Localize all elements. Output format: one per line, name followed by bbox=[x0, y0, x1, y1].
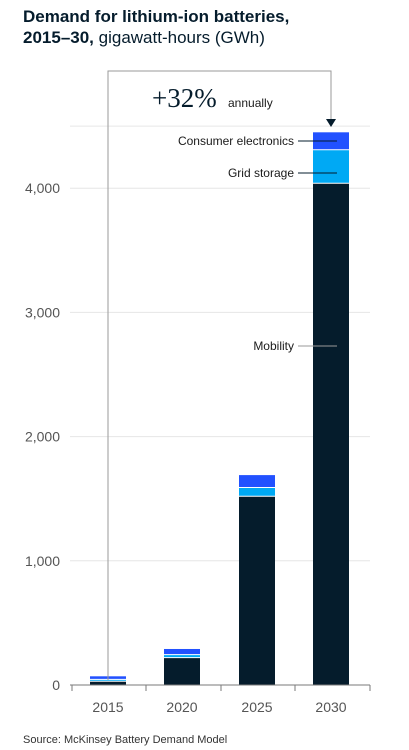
y-tick-label: 1,000 bbox=[25, 553, 60, 569]
x-tick-label: 2020 bbox=[166, 699, 197, 715]
growth-annotation: +32% annually bbox=[107, 70, 336, 680]
series-labels: Mobility Grid storage Consumer electronics bbox=[178, 134, 337, 353]
growth-arrowhead bbox=[326, 119, 336, 127]
stacked-bar-chart: 0 1,000 2,000 3,000 4,000 2015 2020 2025 2030 +… bbox=[25, 70, 371, 715]
bar-segment bbox=[164, 654, 200, 658]
growth-bracket bbox=[107, 70, 332, 680]
bars bbox=[90, 132, 349, 685]
y-tick-label: 0 bbox=[52, 677, 60, 693]
title-bold-years: 2015–30, bbox=[23, 28, 94, 47]
chart-title: Demand for lithium-ion batteries, 2015–3… bbox=[23, 6, 393, 48]
bar-segment bbox=[313, 183, 349, 685]
source-note: Source: McKinsey Battery Demand Model bbox=[23, 734, 228, 746]
y-tick-label: 3,000 bbox=[25, 304, 60, 320]
title-bold: Demand for lithium-ion batteries, bbox=[23, 7, 290, 26]
y-axis: 0 1,000 2,000 3,000 4,000 bbox=[25, 180, 60, 693]
bar-segment bbox=[239, 496, 275, 685]
series-label: Mobility bbox=[253, 339, 294, 353]
x-tick-label: 2025 bbox=[241, 699, 272, 715]
bar-segment bbox=[164, 657, 200, 685]
bar-segment bbox=[164, 648, 200, 655]
bar-segment bbox=[239, 475, 275, 488]
bar-segment bbox=[90, 681, 126, 685]
bar-segment bbox=[239, 487, 275, 497]
title-unit: gigawatt-hours (GWh) bbox=[98, 28, 265, 47]
x-tick-label: 2030 bbox=[315, 699, 346, 715]
bar-segment bbox=[90, 679, 126, 682]
y-tick-label: 2,000 bbox=[25, 429, 60, 445]
x-tick-label: 2015 bbox=[92, 699, 123, 715]
growth-value: +32% bbox=[152, 83, 217, 113]
series-label: Consumer electronics bbox=[178, 134, 294, 148]
x-axis: 2015 2020 2025 2030 bbox=[70, 684, 371, 715]
bar-segment bbox=[313, 149, 349, 184]
growth-label: annually bbox=[228, 96, 273, 110]
series-label: Grid storage bbox=[228, 166, 294, 180]
y-tick-label: 4,000 bbox=[25, 180, 60, 196]
